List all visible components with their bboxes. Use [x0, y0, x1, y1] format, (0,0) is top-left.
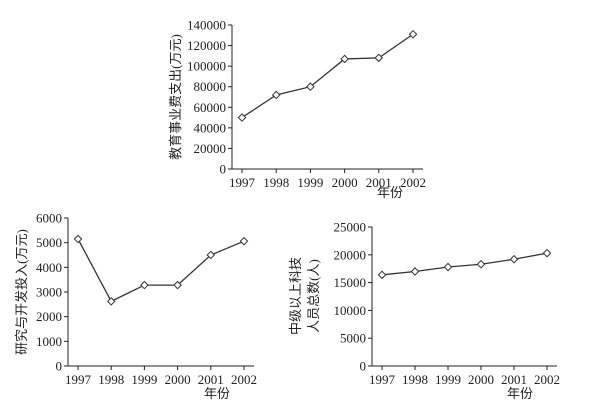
y-tick-label: 5000 [36, 235, 62, 250]
x-tick-label: 1998 [263, 175, 289, 190]
y-tick-label: 120000 [187, 38, 226, 53]
y-tick-label: 0 [56, 359, 63, 374]
y-tick-label: 140000 [187, 18, 226, 33]
x-tick-label: 2000 [332, 175, 358, 190]
x-tick-label: 1999 [297, 175, 323, 190]
y-tick-label: 25000 [334, 220, 367, 235]
x-tick-label: 1998 [98, 372, 124, 387]
data-point [542, 248, 552, 258]
x-tick-label: 2002 [534, 372, 560, 387]
data-point [271, 90, 281, 100]
y-tick-label: 2000 [36, 309, 62, 324]
y-tick-label: 10000 [334, 303, 367, 318]
y-tick-label: 20000 [194, 141, 227, 156]
y-tick-label: 80000 [194, 79, 227, 94]
x-tick-label: 1997 [369, 372, 396, 387]
y-axis-title-line: 中级以上科技 [288, 257, 303, 335]
chart-1: 0 20000 40000 60000 80000 100000 120000 140000 1… [168, 18, 426, 201]
x-tick-label: 1997 [65, 372, 92, 387]
x-axis-title: 年份 [377, 185, 403, 200]
y-tick-label: 1000 [36, 334, 62, 349]
y-axis-title: 教育事业费支出(万元) [168, 34, 183, 160]
x-axis-title: 年份 [507, 386, 533, 401]
data-point [443, 262, 453, 272]
series-line [381, 252, 548, 276]
y-tick-label: 6000 [36, 211, 62, 226]
y-tick-label: 15000 [334, 275, 367, 290]
y-tick-label: 0 [220, 162, 227, 177]
y-tick-label: 40000 [194, 120, 227, 135]
data-point [73, 234, 83, 244]
y-tick-label: 3000 [36, 285, 62, 300]
x-tick-label: 2001 [198, 372, 224, 387]
data-point [237, 113, 247, 122]
x-tick-label: 2002 [400, 175, 426, 190]
x-axis-title: 年份 [204, 386, 230, 401]
y-tick-label: 100000 [187, 59, 226, 74]
x-tick-label: 2001 [501, 372, 527, 387]
y-axis-title: 研究与开发投入(万元) [14, 229, 29, 355]
data-point [306, 82, 315, 92]
y-axis-title-line: 人员总数(人) [306, 259, 321, 333]
chart-3: 0 5000 10000 15000 20000 25000 1997 1998 1999 200… [288, 220, 560, 402]
data-point [377, 270, 387, 280]
x-tick-label: 2000 [468, 372, 494, 387]
chart-2: 0 1000 2000 3000 4000 5000 6000 1997 1998 1999 200… [14, 211, 257, 402]
series-line [77, 238, 245, 303]
y-tick-label: 20000 [334, 247, 367, 262]
x-tick-label: 1999 [435, 372, 461, 387]
x-tick-label: 1998 [402, 372, 428, 387]
data-point [173, 280, 182, 290]
data-point [476, 259, 486, 269]
y-tick-label: 0 [360, 359, 367, 374]
data-point [239, 236, 249, 246]
x-tick-label: 2000 [165, 372, 191, 387]
x-tick-label: 1999 [131, 372, 157, 387]
data-point [106, 297, 116, 306]
data-point [140, 280, 149, 290]
data-point [374, 53, 384, 63]
y-tick-label: 5000 [340, 331, 366, 346]
data-point [410, 267, 420, 276]
y-tick-label: 60000 [194, 100, 227, 115]
x-tick-label: 2001 [366, 175, 392, 190]
data-point [408, 29, 418, 39]
x-tick-label: 1997 [229, 175, 256, 190]
x-tick-label: 2002 [231, 372, 257, 387]
y-tick-label: 4000 [36, 260, 62, 275]
series-line [241, 33, 414, 119]
data-point [340, 54, 349, 64]
data-point [206, 250, 216, 260]
data-point [509, 254, 519, 264]
